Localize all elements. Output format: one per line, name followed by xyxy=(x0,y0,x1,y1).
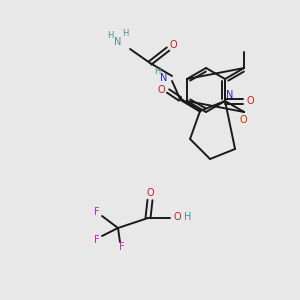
Text: F: F xyxy=(94,235,100,245)
Text: H: H xyxy=(107,31,113,40)
Text: O: O xyxy=(246,96,254,106)
Text: N: N xyxy=(226,90,234,100)
Text: O: O xyxy=(169,40,177,50)
Text: H: H xyxy=(154,67,160,76)
Text: O: O xyxy=(157,85,165,95)
Text: F: F xyxy=(94,207,100,217)
Text: N: N xyxy=(114,37,122,47)
Text: H: H xyxy=(184,212,192,222)
Text: N: N xyxy=(160,73,168,83)
Text: O: O xyxy=(239,115,247,125)
Text: O: O xyxy=(146,188,154,198)
Text: H: H xyxy=(122,28,128,38)
Text: O: O xyxy=(173,212,181,222)
Text: F: F xyxy=(119,242,125,252)
